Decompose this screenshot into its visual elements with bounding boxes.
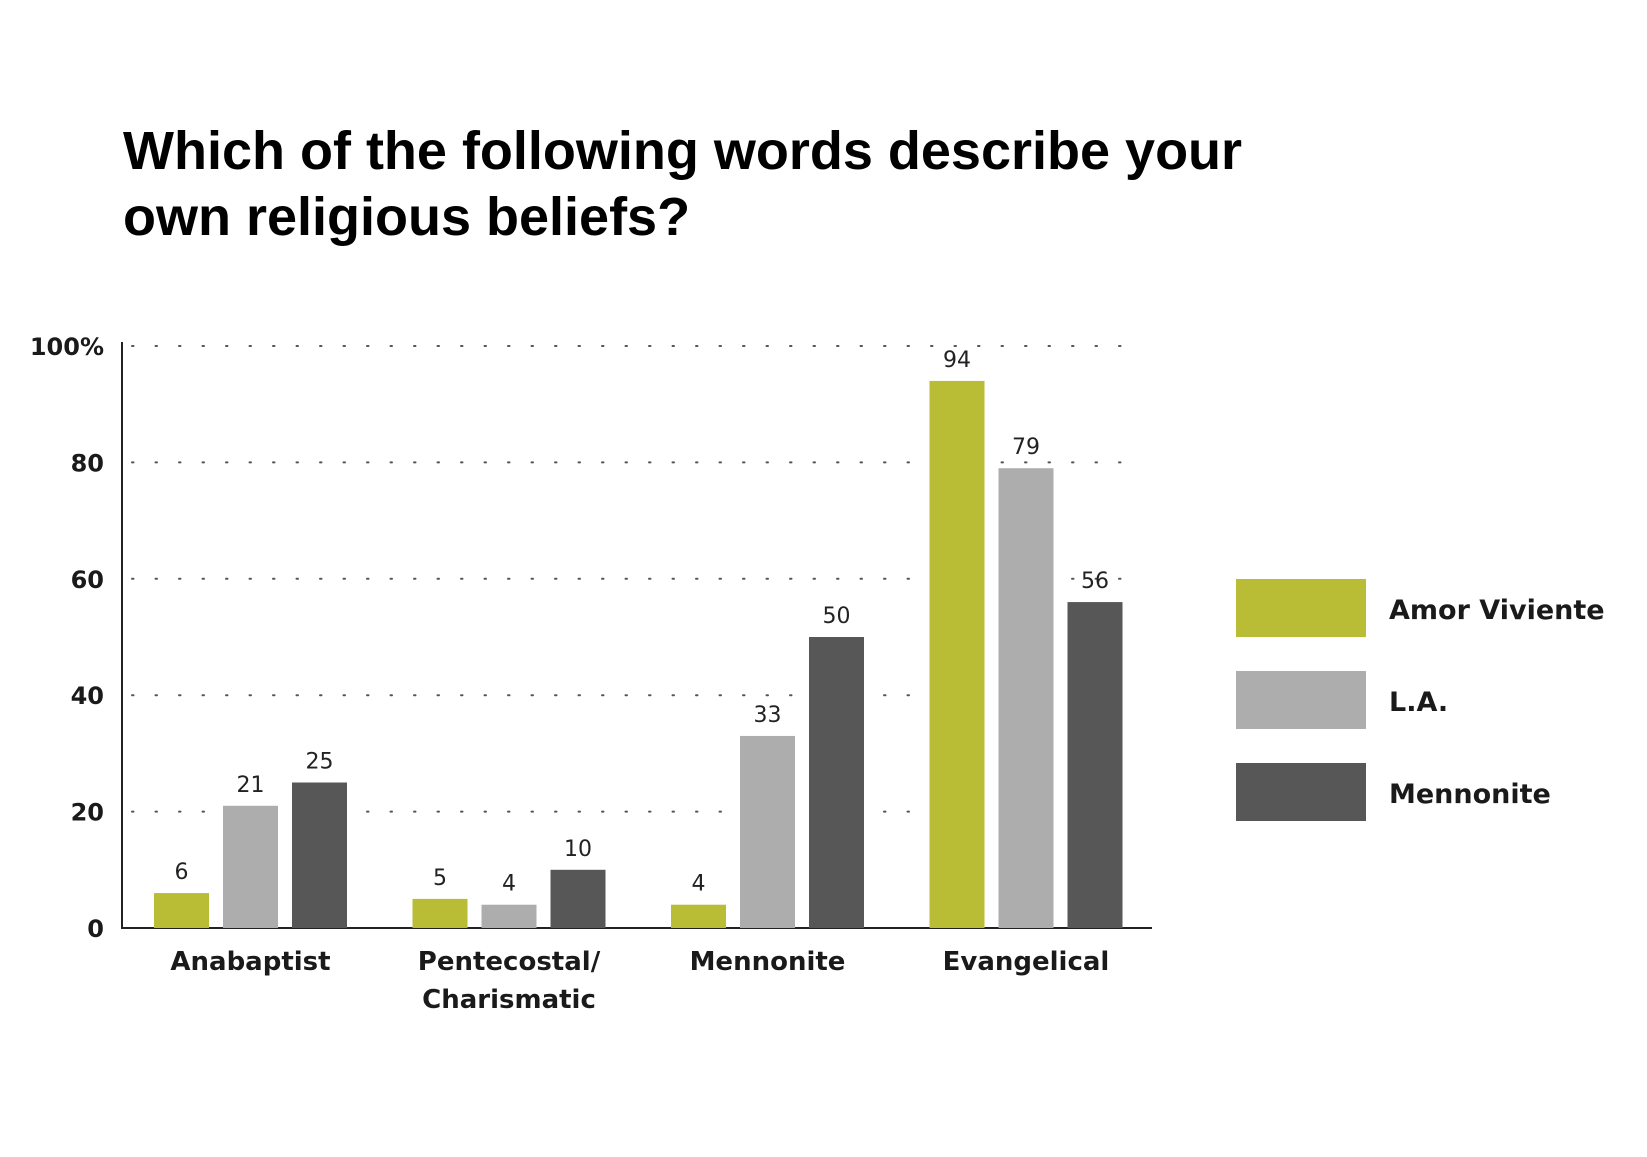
labels: 0 20 40 60 80 100% 6 21 25 Anabaptist 5 4 10 Pentecos… [30,333,1110,1015]
bar [223,805,278,928]
bar [809,637,864,928]
bar [1067,602,1123,928]
category-label: Mennonite [690,947,846,977]
chart-title: Which of the following words describe yo… [123,118,1373,250]
y-tick-label: 80 [71,449,104,477]
legend-label: L.A. [1389,687,1448,718]
bar [481,904,537,928]
bar [412,898,468,928]
legend-label: Amor Viviente [1389,595,1605,626]
bar [154,893,209,928]
bar [671,904,726,928]
category-label: Charismatic [422,985,596,1015]
bar [292,782,347,928]
y-tick-label: 40 [71,682,104,710]
value-label: 50 [823,604,851,629]
bar [929,380,985,928]
bar [740,735,795,928]
chart-title-line-1: Which of the following words describe yo… [123,121,1243,181]
bar [550,869,606,928]
value-label: 4 [692,872,706,897]
value-label: 6 [175,860,189,885]
value-label: 5 [433,866,447,891]
legend-label: Mennonite [1389,779,1551,810]
value-label: 94 [943,348,971,373]
bars [154,380,1123,928]
grid-lines [131,345,1139,813]
value-label: 33 [754,703,782,728]
legend-swatch [1236,671,1366,729]
category-label: Anabaptist [170,947,330,977]
legend-swatch [1236,579,1366,637]
chart-title-line-2: own religious beliefs? [123,187,691,247]
value-label: 79 [1012,435,1040,460]
y-tick-label: 20 [71,799,104,827]
value-label: 4 [502,872,516,897]
value-label: 21 [237,773,265,798]
category-label: Evangelical [943,947,1110,977]
value-label: 56 [1081,569,1109,594]
category-label: Pentecostal/ [418,947,601,977]
value-label: 10 [564,837,592,862]
legend: Amor Viviente L.A. Mennonite [1236,579,1605,821]
value-label: 25 [306,750,334,775]
legend-swatch [1236,763,1366,821]
bar [998,468,1054,928]
y-tick-label: 0 [87,915,104,943]
y-tick-label: 60 [71,566,104,594]
y-tick-label: 100% [30,333,104,361]
